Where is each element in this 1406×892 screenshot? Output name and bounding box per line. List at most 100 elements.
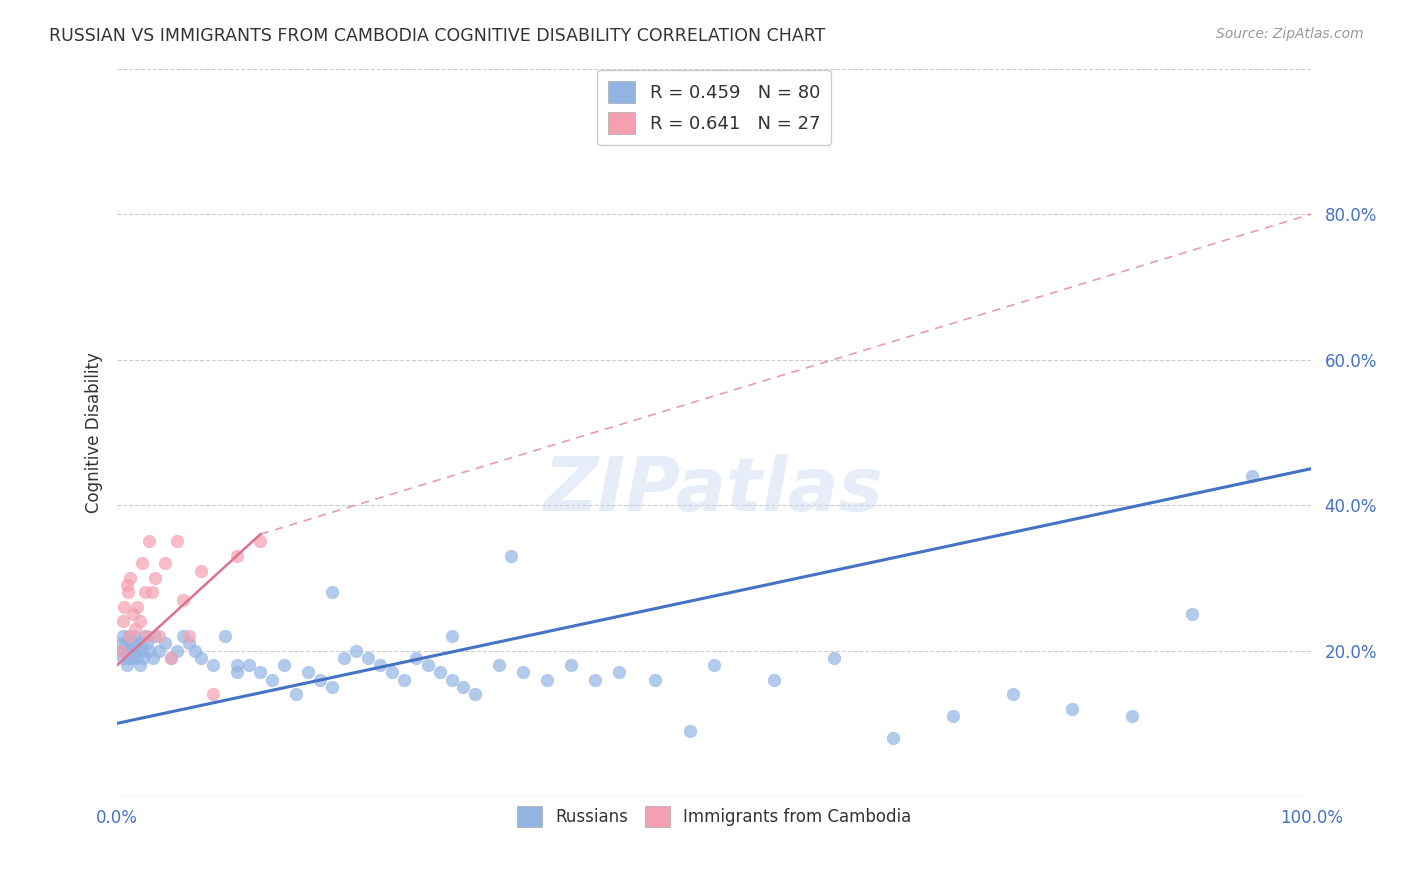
- Point: [184, 643, 207, 657]
- Point: [368, 658, 391, 673]
- Point: [145, 571, 167, 585]
- Point: [1001, 687, 1024, 701]
- Point: [166, 534, 188, 549]
- Point: [1240, 469, 1263, 483]
- Point: [607, 665, 630, 680]
- Point: [703, 658, 725, 673]
- Point: [190, 564, 212, 578]
- Point: [136, 629, 159, 643]
- Point: [172, 592, 194, 607]
- Point: [125, 636, 148, 650]
- Point: [344, 643, 367, 657]
- Point: [136, 636, 159, 650]
- Point: [1062, 702, 1084, 716]
- Point: [440, 629, 463, 643]
- Point: [488, 658, 510, 673]
- Point: [121, 651, 143, 665]
- Point: [111, 636, 134, 650]
- Point: [128, 615, 150, 629]
- Point: [124, 643, 146, 657]
- Point: [112, 629, 135, 643]
- Point: [405, 651, 427, 665]
- Point: [453, 680, 475, 694]
- Point: [225, 549, 247, 563]
- Point: [117, 643, 139, 657]
- Point: [249, 665, 271, 680]
- Point: [249, 534, 271, 549]
- Point: [120, 636, 142, 650]
- Point: [273, 658, 295, 673]
- Point: [148, 643, 170, 657]
- Point: [110, 643, 132, 657]
- Point: [153, 556, 176, 570]
- Point: [160, 651, 183, 665]
- Y-axis label: Cognitive Disability: Cognitive Disability: [86, 351, 103, 513]
- Point: [127, 651, 149, 665]
- Point: [177, 636, 200, 650]
- Point: [333, 651, 356, 665]
- Point: [114, 636, 136, 650]
- Point: [583, 673, 606, 687]
- Point: [121, 643, 143, 657]
- Point: [112, 599, 135, 614]
- Point: [122, 629, 145, 643]
- Text: ZIPatlas: ZIPatlas: [544, 454, 884, 527]
- Point: [381, 665, 404, 680]
- Point: [145, 629, 167, 643]
- Point: [121, 607, 143, 622]
- Point: [942, 709, 965, 723]
- Point: [128, 658, 150, 673]
- Point: [190, 651, 212, 665]
- Point: [392, 673, 415, 687]
- Point: [214, 629, 236, 643]
- Point: [762, 673, 785, 687]
- Point: [141, 585, 163, 599]
- Point: [153, 636, 176, 650]
- Point: [112, 651, 135, 665]
- Legend: Russians, Immigrants from Cambodia: Russians, Immigrants from Cambodia: [509, 798, 920, 835]
- Point: [321, 680, 343, 694]
- Point: [501, 549, 523, 563]
- Point: [134, 629, 156, 643]
- Point: [142, 651, 165, 665]
- Point: [201, 687, 224, 701]
- Point: [1181, 607, 1204, 622]
- Point: [172, 629, 194, 643]
- Point: [225, 665, 247, 680]
- Point: [134, 585, 156, 599]
- Point: [536, 673, 558, 687]
- Point: [115, 658, 138, 673]
- Point: [297, 665, 319, 680]
- Point: [882, 731, 904, 745]
- Point: [160, 651, 183, 665]
- Point: [177, 629, 200, 643]
- Point: [129, 636, 152, 650]
- Point: [115, 578, 138, 592]
- Point: [117, 585, 139, 599]
- Point: [118, 651, 141, 665]
- Point: [112, 615, 135, 629]
- Point: [464, 687, 486, 701]
- Point: [128, 643, 150, 657]
- Point: [124, 622, 146, 636]
- Text: RUSSIAN VS IMMIGRANTS FROM CAMBODIA COGNITIVE DISABILITY CORRELATION CHART: RUSSIAN VS IMMIGRANTS FROM CAMBODIA COGN…: [49, 27, 825, 45]
- Point: [131, 556, 153, 570]
- Point: [118, 629, 141, 643]
- Point: [262, 673, 284, 687]
- Point: [238, 658, 260, 673]
- Point: [560, 658, 582, 673]
- Point: [120, 571, 142, 585]
- Point: [138, 643, 160, 657]
- Point: [127, 599, 149, 614]
- Point: [429, 665, 451, 680]
- Point: [285, 687, 308, 701]
- Point: [148, 629, 170, 643]
- Point: [644, 673, 666, 687]
- Point: [112, 643, 135, 657]
- Point: [321, 585, 343, 599]
- Text: Source: ZipAtlas.com: Source: ZipAtlas.com: [1216, 27, 1364, 41]
- Point: [110, 643, 132, 657]
- Point: [440, 673, 463, 687]
- Point: [309, 673, 332, 687]
- Point: [823, 651, 845, 665]
